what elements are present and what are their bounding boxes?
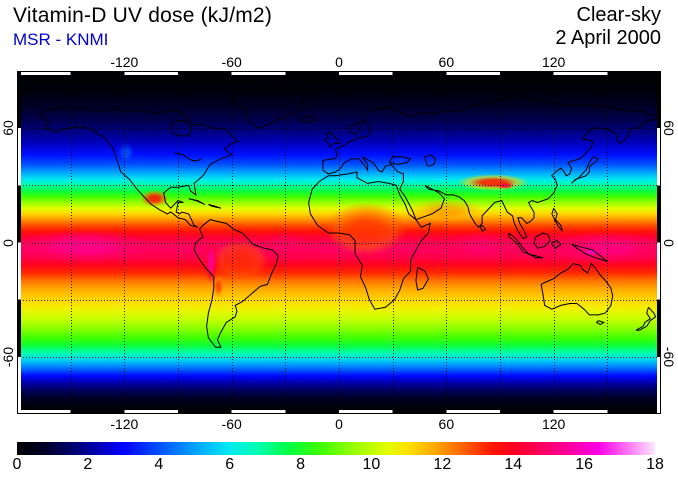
zebra-frame-left — [17, 71, 21, 414]
y-axis-tick-right: -60 — [661, 346, 677, 367]
zebra-frame-layer — [17, 71, 661, 414]
colorbar-tick-label: 4 — [154, 456, 164, 473]
coastline-path — [228, 85, 308, 129]
anomaly-blob-tibet-core-spot — [496, 181, 515, 190]
x-axis-tick-bottom: -60 — [221, 416, 242, 432]
x-axis-tick-bottom: 60 — [438, 416, 455, 432]
x-axis-tick-top: 120 — [541, 54, 566, 70]
coastline-path — [551, 207, 564, 232]
condition-label: Clear-sky — [576, 4, 661, 26]
anomaly-blob-mexican-plateau-high — [140, 190, 170, 208]
anomaly-blob-andes-high — [203, 238, 219, 285]
grid-parallel — [17, 242, 661, 244]
coastline-path — [193, 219, 279, 348]
x-axis-tick-top: -60 — [221, 54, 242, 70]
anomaly-blob-pacific-equatorial-high — [15, 230, 152, 263]
date-label: 2 April 2000 — [555, 27, 661, 49]
colorbar-tick-label: 14 — [504, 456, 523, 473]
x-axis-tick-top: 60 — [438, 54, 455, 70]
world-map-plot — [15, 71, 665, 414]
coastline-path — [540, 262, 614, 316]
anomaly-blob-south-america-land-red — [211, 238, 270, 281]
colorbar-tick-label: 6 — [225, 456, 235, 473]
zebra-frame-top — [17, 71, 661, 75]
coastline-path — [424, 154, 437, 167]
colorbar — [17, 442, 655, 455]
coastline-path — [551, 240, 562, 249]
coastline-path — [635, 306, 657, 331]
y-axis-tick-left: -60 — [0, 346, 16, 367]
coastline-path — [208, 203, 222, 209]
colorbar-tick-label: 2 — [83, 456, 93, 473]
coastline-path — [299, 116, 317, 123]
x-axis-tick-bottom: -120 — [110, 416, 139, 432]
zebra-frame-bottom — [17, 410, 661, 414]
coastline-path — [415, 266, 429, 291]
coastline-path — [533, 232, 551, 249]
x-axis-tick-top: 0 — [335, 54, 343, 70]
coastline-path — [508, 232, 529, 255]
anomaly-blob-new-guinea-high — [580, 248, 602, 256]
coastline-path — [188, 198, 206, 205]
coastline-path — [323, 131, 340, 148]
coastline-path — [528, 253, 544, 259]
anomaly-blob-rockies-cool — [117, 141, 136, 165]
y-axis-tick-left: 60 — [0, 120, 16, 136]
coastline-path — [322, 95, 658, 240]
x-axis-tick-bottom: 0 — [335, 416, 343, 432]
anomaly-blob-indian-ocean-equatorial-high — [446, 231, 518, 262]
coastline-path — [571, 156, 600, 184]
colorbar-tick-label: 16 — [575, 456, 593, 473]
x-axis-tick-bottom: 120 — [541, 416, 566, 432]
coastline-path — [41, 106, 240, 228]
coastline-path — [595, 320, 606, 325]
graticule-grid-layer — [17, 71, 661, 414]
grid-parallel — [17, 185, 661, 187]
y-axis-tick-left: 0 — [0, 238, 16, 247]
coastline-path — [308, 171, 431, 310]
coastline-path — [174, 152, 202, 162]
colorbar-tick-label: 12 — [433, 456, 452, 473]
source-label: MSR - KNMI — [13, 30, 109, 49]
colorbar-tick-label: 10 — [362, 456, 381, 473]
colorbar-tick-label: 18 — [646, 456, 664, 473]
anomaly-blob-andes-south-tongue — [212, 274, 224, 298]
x-axis-tick-top: -120 — [110, 54, 139, 70]
anomaly-blob-atlantic-equatorial-high — [262, 230, 309, 259]
coastline-path — [388, 156, 412, 165]
coastline-path — [571, 243, 608, 263]
grid-parallel — [17, 299, 661, 301]
anomaly-blob-west-pacific-equatorial-high — [550, 232, 665, 265]
coastline-layer — [41, 85, 658, 348]
page-title: Vitamin-D UV dose (kJ/m2) — [13, 4, 273, 27]
grid-parallel — [17, 128, 661, 130]
y-axis-tick-right: 0 — [661, 238, 677, 247]
coastline-path — [170, 120, 193, 137]
colorbar-tick-label: 0 — [12, 456, 22, 473]
colorbar-tick-label: 8 — [296, 456, 305, 473]
grid-parallel — [17, 356, 661, 358]
y-axis-tick-right: 60 — [661, 120, 677, 136]
coastline-path — [479, 224, 487, 232]
